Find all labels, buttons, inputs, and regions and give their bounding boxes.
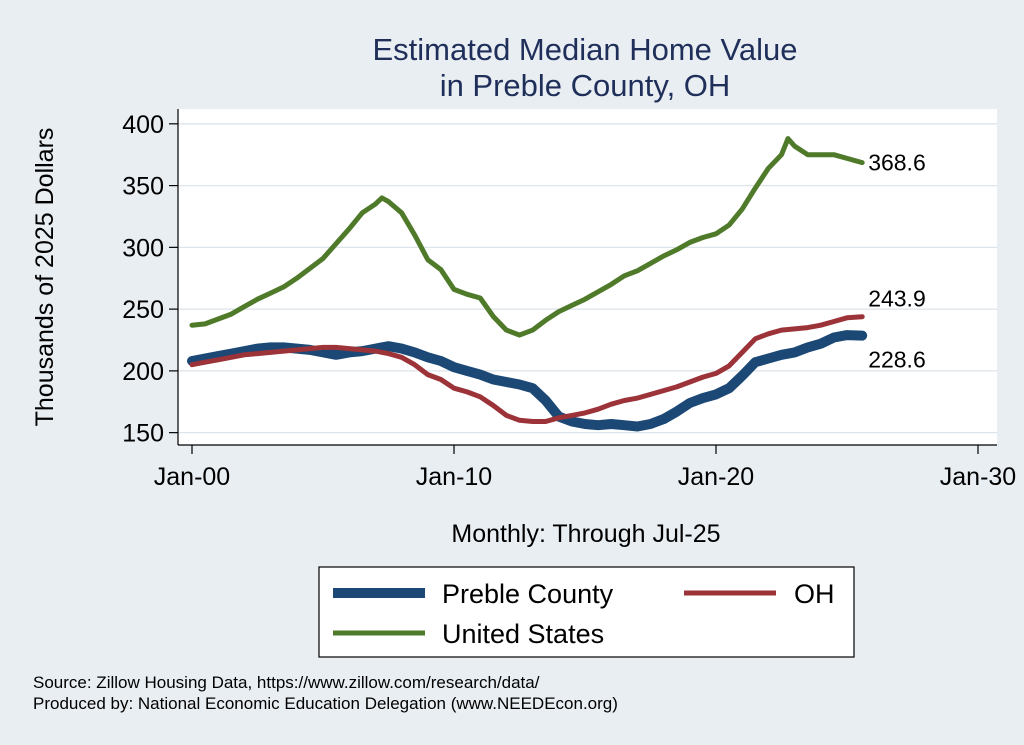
gridlines xyxy=(178,123,997,434)
plot-area xyxy=(178,109,997,445)
y-axis-title: Thousands of 2025 Dollars xyxy=(31,128,59,427)
y-tick-label: 200 xyxy=(122,358,164,386)
chart-title-line-1: Estimated Median Home Value xyxy=(372,32,797,67)
producer-note: Produced by: National Economic Education… xyxy=(33,694,618,713)
chart-title: Estimated Median Home Value in Preble Co… xyxy=(372,32,797,103)
end-label-preble-county: 228.6 xyxy=(868,347,926,373)
x-tick-label: Jan-10 xyxy=(416,463,492,491)
series-line-oh xyxy=(189,314,865,424)
y-axis-ticks: 150 200 250 300 350 400 xyxy=(122,111,178,448)
x-axis-ticks: Jan-00 Jan-10 Jan-20 Jan-30 xyxy=(154,445,1016,491)
x-axis-title: Monthly: Through Jul-25 xyxy=(451,520,720,548)
chart-title-line-2: in Preble County, OH xyxy=(440,68,731,103)
y-tick-label: 350 xyxy=(122,173,164,201)
end-labels: 368.6 228.6 243.9 xyxy=(868,150,926,373)
x-tick-label: Jan-20 xyxy=(678,463,754,491)
series-lines xyxy=(187,136,868,432)
y-tick-label: 300 xyxy=(122,234,164,262)
x-tick-label: Jan-00 xyxy=(154,463,230,491)
x-tick-label: Jan-30 xyxy=(940,463,1016,491)
y-tick-label: 400 xyxy=(122,111,164,139)
end-label-oh: 243.9 xyxy=(868,286,926,312)
legend-box xyxy=(318,566,855,658)
series-line-united-states xyxy=(189,136,865,338)
end-label-united-states: 368.6 xyxy=(868,150,926,176)
legend-label-united-states: United States xyxy=(442,619,604,649)
legend: Preble County OH United States xyxy=(318,566,855,658)
legend-label-oh: OH xyxy=(794,579,835,609)
source-note: Source: Zillow Housing Data, https://www… xyxy=(33,673,540,692)
y-tick-label: 150 xyxy=(122,420,164,448)
legend-label-preble-county: Preble County xyxy=(442,579,614,609)
y-tick-label: 250 xyxy=(122,296,164,324)
